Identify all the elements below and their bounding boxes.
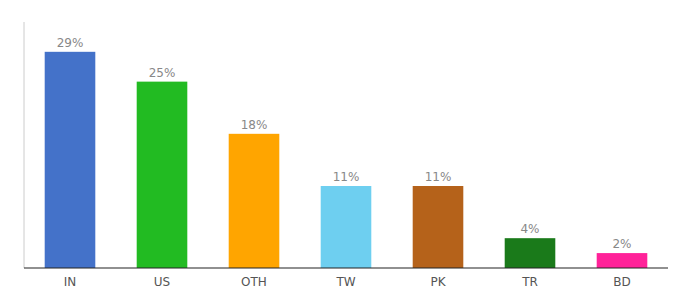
bar (229, 134, 280, 268)
bar (137, 82, 188, 268)
data-label: 11% (425, 170, 452, 184)
data-labels: 29% 25% 18% 11% 11% 4% 2% (57, 36, 632, 251)
x-tick-label: TR (521, 275, 538, 289)
x-tick-label: US (154, 275, 170, 289)
bar (45, 52, 96, 268)
data-label: 4% (520, 222, 539, 236)
data-label: 18% (241, 118, 268, 132)
chart-svg: 29% 25% 18% 11% 11% 4% 2% IN US OTH TW PK TR BD (0, 0, 680, 300)
bar (505, 238, 556, 268)
chart-container: 29% 25% 18% 11% 11% 4% 2% IN US OTH TW PK TR BD (0, 0, 680, 300)
bar (413, 186, 464, 268)
x-tick-label: TW (335, 275, 355, 289)
x-tick-labels: IN US OTH TW PK TR BD (64, 275, 631, 289)
data-label: 25% (149, 66, 176, 80)
x-tick-label: IN (64, 275, 77, 289)
bar (597, 253, 648, 268)
data-label: 2% (612, 237, 631, 251)
x-axis-line (24, 267, 668, 268)
bar (321, 186, 372, 268)
x-tick-label: BD (613, 275, 630, 289)
x-tick-label: PK (430, 275, 446, 289)
data-label: 29% (57, 36, 84, 50)
y-axis-line (24, 22, 25, 268)
bars (45, 52, 648, 268)
data-label: 11% (333, 170, 360, 184)
x-tick-label: OTH (241, 275, 267, 289)
